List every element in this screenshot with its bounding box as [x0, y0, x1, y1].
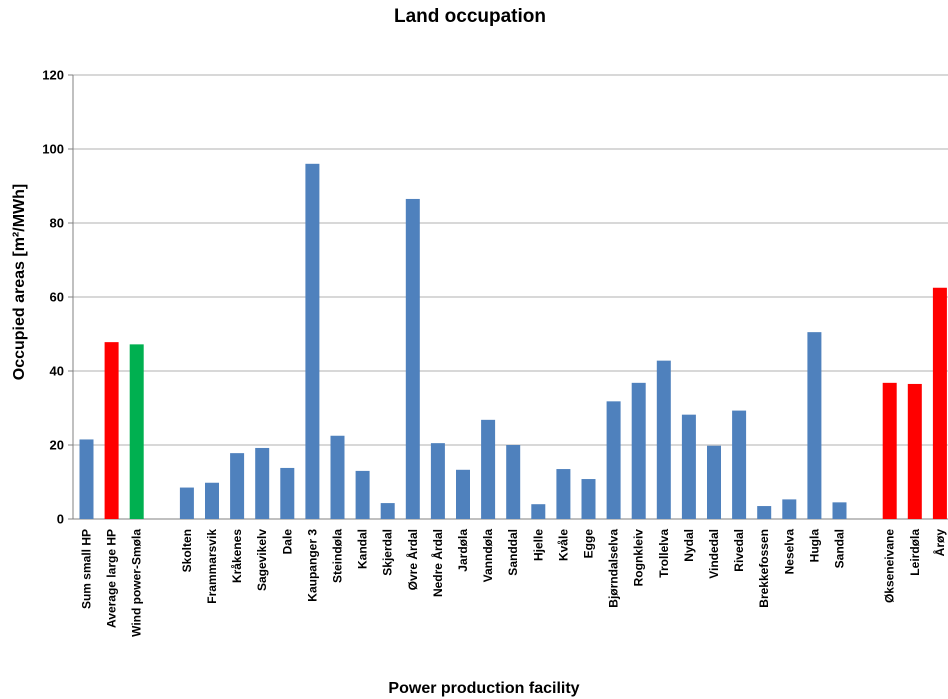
x-tick-label: Hjelle [531, 529, 545, 561]
y-axis-title: Occupied areas [m²/MWh] [11, 184, 28, 380]
bar [430, 443, 445, 519]
bar [732, 410, 747, 519]
x-tick-label: Wind power-Smøla [130, 529, 144, 637]
x-tick-label: Bjørndalselva [607, 529, 621, 608]
x-tick-label: Kvåle [556, 529, 570, 561]
x-tick-label: Sagevikelv [255, 529, 269, 591]
x-tick-label: Frammarsvik [205, 529, 219, 604]
bar [205, 482, 219, 519]
bar [556, 469, 571, 519]
bar [832, 502, 847, 519]
x-tick-label: Sum small HP [80, 529, 94, 609]
x-tick-label: Vindedal [707, 529, 721, 579]
x-tick-label: Sandal [833, 529, 847, 568]
bar [606, 401, 621, 519]
x-tick-label: Nedre Årdal [430, 529, 445, 597]
x-tick-label: Jardøla [456, 529, 470, 572]
bar [907, 383, 922, 519]
x-tick-label: Rivedal [732, 529, 746, 572]
x-tick-label: Rognkleiv [632, 529, 646, 587]
bar [305, 163, 320, 520]
y-tick-label: 100 [42, 142, 64, 157]
gridlines [68, 74, 948, 520]
x-tick-label: Kandal [356, 529, 370, 569]
x-tick-label: Leirdøla [908, 529, 922, 576]
bar [104, 342, 119, 519]
bar [757, 506, 772, 519]
bar [681, 414, 696, 519]
x-axis-title: Power production facility [388, 680, 579, 697]
bar [405, 198, 420, 519]
bar [230, 453, 245, 519]
x-tick-label: Kråkenes [230, 529, 244, 583]
bar [481, 419, 496, 519]
bar [656, 360, 671, 519]
bar [707, 445, 721, 519]
x-tick-label: Steindøla [331, 529, 345, 583]
bar [179, 487, 194, 519]
bar [255, 447, 270, 519]
bar [631, 382, 646, 519]
x-axis-ticks: Sum small HP Average large HP Wind power-S… [80, 529, 947, 637]
x-tick-label: Kaupanger 3 [305, 529, 319, 602]
y-tick-label: 60 [50, 290, 64, 305]
bar [882, 382, 897, 519]
x-tick-label: Vanndøla [481, 529, 495, 583]
bar [380, 503, 395, 519]
x-tick-label: Neselva [782, 529, 796, 575]
bar [932, 287, 947, 519]
bar [456, 469, 470, 519]
bar [330, 435, 345, 519]
x-tick-label: Egge [582, 529, 596, 559]
x-tick-label: Årøy [932, 529, 947, 557]
x-tick-label: Hugla [807, 529, 821, 563]
bar [581, 479, 596, 519]
y-tick-label: 40 [50, 364, 64, 379]
bar [807, 332, 822, 519]
x-tick-label: Økseneivane [883, 529, 897, 603]
x-tick-label: Sanddal [506, 529, 520, 576]
bar [531, 504, 546, 519]
bar [355, 470, 370, 519]
x-tick-label: Dale [280, 529, 294, 555]
bar [506, 445, 521, 519]
y-axis-ticks: 0 20 40 60 80 100 120 [42, 68, 64, 527]
bars [79, 163, 947, 520]
bar [129, 344, 144, 519]
bar [280, 467, 295, 519]
y-tick-label: 80 [50, 216, 64, 231]
y-tick-label: 0 [57, 512, 64, 527]
x-tick-label: Skjerdal [381, 529, 395, 576]
y-tick-label: 20 [50, 438, 64, 453]
x-tick-label: Trollelva [657, 529, 671, 578]
x-tick-label: Brekkefossen [757, 529, 771, 608]
bar [79, 439, 94, 519]
bar [782, 499, 797, 519]
x-tick-label: Average large HP [105, 529, 119, 628]
x-tick-label: Øvre Årdal [405, 529, 420, 590]
chart-title: Land occupation [394, 6, 546, 27]
x-tick-label: Skolten [180, 529, 194, 572]
y-tick-label: 120 [42, 68, 64, 83]
x-tick-label: Nydal [682, 529, 696, 562]
